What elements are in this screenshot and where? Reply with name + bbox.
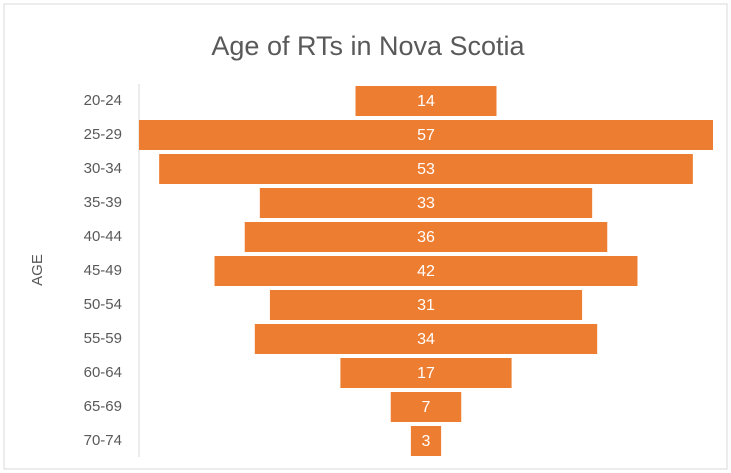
data-label: 14 bbox=[417, 93, 435, 110]
bar bbox=[214, 256, 638, 286]
bar bbox=[269, 290, 583, 320]
data-label: 3 bbox=[422, 433, 431, 450]
y-tick-label: 60-64 bbox=[84, 364, 122, 381]
data-label: 57 bbox=[417, 127, 435, 144]
bar bbox=[410, 426, 442, 456]
data-label: 36 bbox=[417, 229, 435, 246]
data-label: 53 bbox=[417, 161, 435, 178]
y-tick-label: 70-74 bbox=[84, 432, 122, 449]
y-tick-label: 45-49 bbox=[84, 262, 122, 279]
bar bbox=[159, 154, 693, 184]
data-label: 31 bbox=[417, 297, 435, 314]
bar bbox=[340, 358, 512, 388]
bar bbox=[259, 188, 593, 218]
y-tick-label: 25-29 bbox=[84, 126, 122, 143]
y-tick-label: 50-54 bbox=[84, 296, 122, 313]
bar bbox=[139, 120, 713, 150]
data-label: 7 bbox=[422, 399, 431, 416]
y-tick-label: 20-24 bbox=[84, 92, 122, 109]
data-label: 33 bbox=[417, 195, 435, 212]
chart-title: Age of RTs in Nova Scotia bbox=[211, 31, 525, 61]
y-tick-label: 35-39 bbox=[84, 194, 122, 211]
y-tick-label: 65-69 bbox=[84, 398, 122, 415]
bar bbox=[355, 86, 497, 116]
y-tick-label: 40-44 bbox=[84, 228, 122, 245]
data-label: 34 bbox=[417, 331, 435, 348]
y-tick-label: 55-59 bbox=[84, 330, 122, 347]
bar bbox=[390, 392, 462, 422]
data-label: 17 bbox=[417, 365, 435, 382]
bar bbox=[254, 324, 598, 354]
y-tick-label: 30-34 bbox=[84, 160, 122, 177]
bar bbox=[244, 222, 608, 252]
data-label: 42 bbox=[417, 263, 435, 280]
y-axis-label: AGE bbox=[29, 254, 46, 286]
